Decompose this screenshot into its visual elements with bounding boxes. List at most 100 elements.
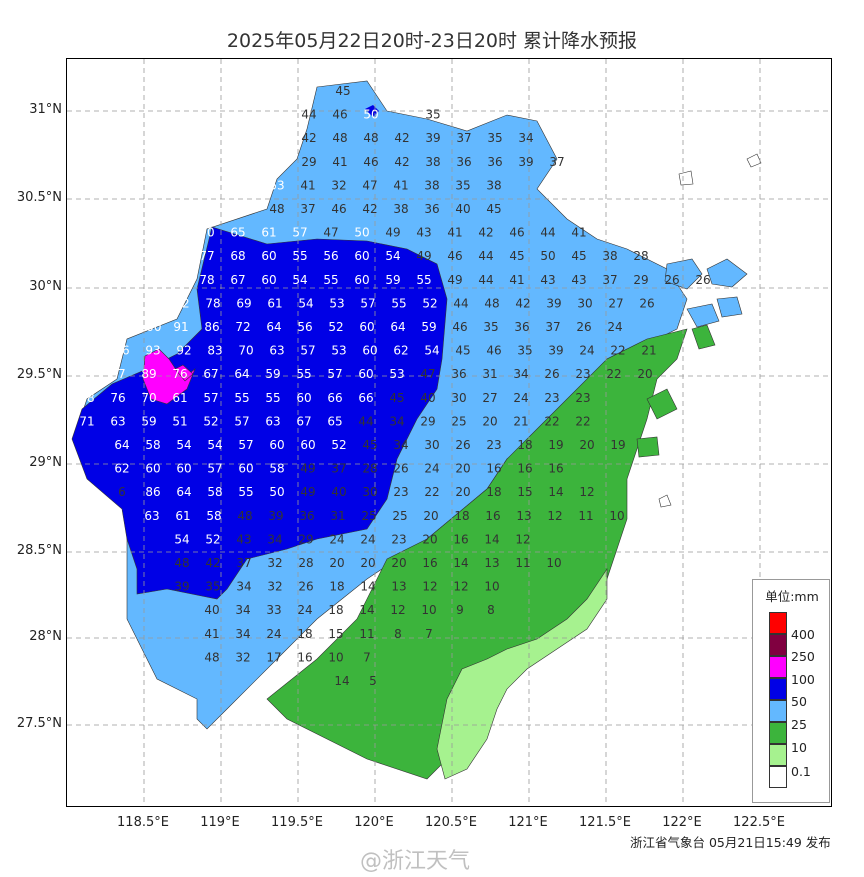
precip-value: 41 [447, 226, 462, 240]
precip-value: 43 [540, 273, 555, 287]
precip-value: 93 [145, 344, 160, 358]
region-50-100 [71, 226, 448, 600]
island [691, 324, 716, 350]
precip-value: 18 [454, 509, 469, 523]
precip-value: 55 [296, 367, 311, 381]
precip-value: 19 [548, 438, 563, 452]
precip-value: 49 [385, 226, 400, 240]
precip-value: 45 [486, 202, 501, 216]
precip-value: 10 [484, 580, 499, 594]
precip-value: 42 [301, 131, 316, 145]
precip-value: 57 [234, 414, 249, 428]
precip-value: 37 [456, 131, 471, 145]
precip-value: 64 [266, 320, 281, 334]
precip-value: 60 [269, 438, 284, 452]
precip-value: 54 [385, 249, 400, 263]
precip-value: 52 [205, 532, 220, 546]
island [636, 436, 660, 458]
precip-value: 26 [576, 320, 591, 334]
precip-value: 86 [145, 485, 160, 499]
precip-value: 14 [484, 532, 499, 546]
precip-value: 26 [393, 462, 408, 476]
x-tick-label: 121°E [508, 815, 548, 830]
precip-value: 52 [422, 296, 437, 310]
precip-value: 22 [424, 485, 439, 499]
precip-value: 51 [172, 414, 187, 428]
precip-value: 40 [204, 603, 219, 617]
precip-value: 24 [266, 627, 281, 641]
legend-label: 400 [791, 627, 815, 642]
precip-value: 20 [422, 532, 437, 546]
precip-value: 20 [423, 509, 438, 523]
precip-value: 45 [455, 344, 470, 358]
legend-label: 0.1 [791, 764, 811, 779]
precip-value: 63 [269, 344, 284, 358]
precip-value: 11 [359, 627, 374, 641]
precip-value: 22 [544, 414, 559, 428]
precip-value: 16 [517, 462, 532, 476]
precip-value: 50 [363, 108, 378, 122]
precip-value: 40 [331, 485, 346, 499]
precip-value: 55 [323, 273, 338, 287]
precip-value: 19 [610, 438, 625, 452]
precip-value: 5 [369, 674, 377, 688]
x-tick-label: 118.5°E [117, 815, 169, 830]
precip-value: 60 [296, 391, 311, 405]
precip-value: 28 [362, 462, 377, 476]
x-tick-label: 120°E [354, 815, 394, 830]
precip-value: 20 [391, 556, 406, 570]
precip-value: 58 [207, 485, 222, 499]
precip-value: 37 [602, 273, 617, 287]
precip-value: 63 [265, 414, 280, 428]
precip-value: 12 [390, 603, 405, 617]
precip-value: 41 [571, 226, 586, 240]
precip-value: 57 [207, 462, 222, 476]
precip-value: 48 [484, 296, 499, 310]
precip-value: 33 [266, 603, 281, 617]
precip-value: 36 [487, 155, 502, 169]
precip-value: 39 [518, 155, 533, 169]
precip-value: 18 [297, 627, 312, 641]
precip-value: 12 [422, 580, 437, 594]
precip-value: 10 [328, 650, 343, 664]
precip-value: 10 [609, 509, 624, 523]
precip-value: 32 [267, 556, 282, 570]
precip-value: 6 [118, 485, 126, 499]
precip-value: 25 [451, 414, 466, 428]
precip-value: 55 [391, 296, 406, 310]
y-tick-label: 30.5°N [16, 190, 62, 205]
precip-value: 32 [235, 650, 250, 664]
precip-value: 26 [695, 273, 710, 287]
precip-value: 29 [420, 414, 435, 428]
legend-label: 10 [791, 740, 807, 755]
precip-value: 54 [424, 344, 439, 358]
precip-value: 24 [579, 344, 594, 358]
precip-value: 62 [393, 344, 408, 358]
precip-value: 12 [547, 509, 562, 523]
precip-value: 87 [79, 367, 94, 381]
precip-value: 38 [424, 178, 439, 192]
precip-value: 35 [455, 178, 470, 192]
precip-value: 28 [633, 249, 648, 263]
precip-value: 20 [637, 367, 652, 381]
precip-value: 55 [292, 249, 307, 263]
precip-value: 39 [425, 131, 440, 145]
precip-value: 18 [329, 580, 344, 594]
precip-value: 43 [416, 226, 431, 240]
precip-value: 44 [358, 414, 373, 428]
precip-value: 25 [361, 509, 376, 523]
precip-value: 7 [425, 627, 433, 641]
precip-value: 78 [79, 391, 94, 405]
map-title: 2025年05月22日20时-23日20时 累计降水预报 [226, 30, 638, 52]
precip-value: 36 [299, 509, 314, 523]
precip-value: 37 [545, 320, 560, 334]
precip-value: 30 [451, 391, 466, 405]
x-tick-label: 122.5°E [733, 815, 785, 830]
precip-value: 46 [486, 344, 501, 358]
precip-value: 65 [230, 226, 245, 240]
x-tick-label: 120.5°E [425, 815, 477, 830]
precip-value: 64 [234, 367, 249, 381]
island [664, 258, 703, 290]
x-tick-label: 122°E [662, 815, 702, 830]
precip-value: 47 [420, 367, 435, 381]
